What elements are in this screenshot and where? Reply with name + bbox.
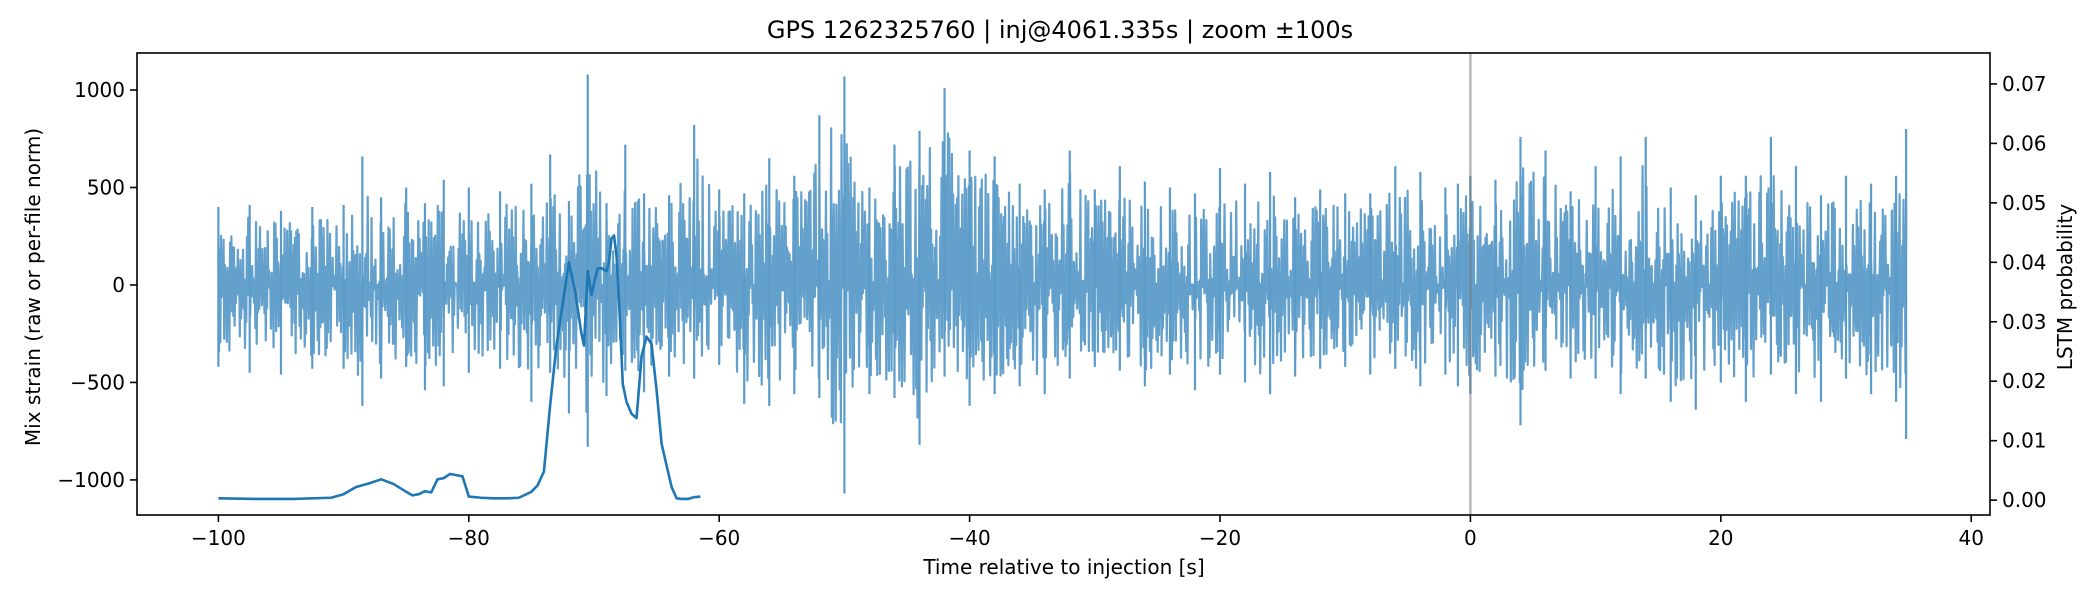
y-tick-label-right: 0.03: [2002, 310, 2047, 334]
x-tick-label: 20: [1708, 526, 1733, 550]
y-tick-label-right: 0.05: [2002, 191, 2047, 215]
x-tick-label: −40: [948, 526, 990, 550]
y-tick-label-right: 0.07: [2002, 72, 2047, 96]
y-tick-label-right: 0.02: [2002, 369, 2047, 393]
y-tick-label-right: 0.04: [2002, 250, 2047, 274]
y-tick-label: 500: [87, 176, 125, 200]
y-tick-label: −500: [70, 370, 125, 394]
x-tick-label: −20: [1199, 526, 1241, 550]
y-tick-label-right: 0.00: [2002, 488, 2047, 512]
y-axis-label-right: LSTM probability: [2053, 204, 2077, 371]
x-tick-label: −80: [448, 526, 490, 550]
x-tick-label: 0: [1464, 526, 1477, 550]
x-tick-label: 40: [1958, 526, 1983, 550]
x-tick-label: −100: [191, 526, 246, 550]
y-axis-label: Mix strain (raw or per-file norm): [21, 128, 45, 446]
y-tick-label: 1000: [74, 78, 125, 102]
y-tick-label-right: 0.01: [2002, 429, 2047, 453]
y-tick-label: 0: [112, 273, 125, 297]
chart-title: GPS 1262325760 | inj@4061.335s | zoom ±1…: [767, 16, 1353, 44]
strain-series-line: [217, 127, 1908, 425]
y-tick-label-right: 0.06: [2002, 131, 2047, 155]
x-tick-label: −60: [698, 526, 740, 550]
lstm-probability-line: [218, 234, 701, 501]
x-axis-label: Time relative to injection [s]: [922, 555, 1204, 579]
plot-frame: [136, 52, 1991, 516]
y-tick-label: −1000: [57, 468, 125, 492]
